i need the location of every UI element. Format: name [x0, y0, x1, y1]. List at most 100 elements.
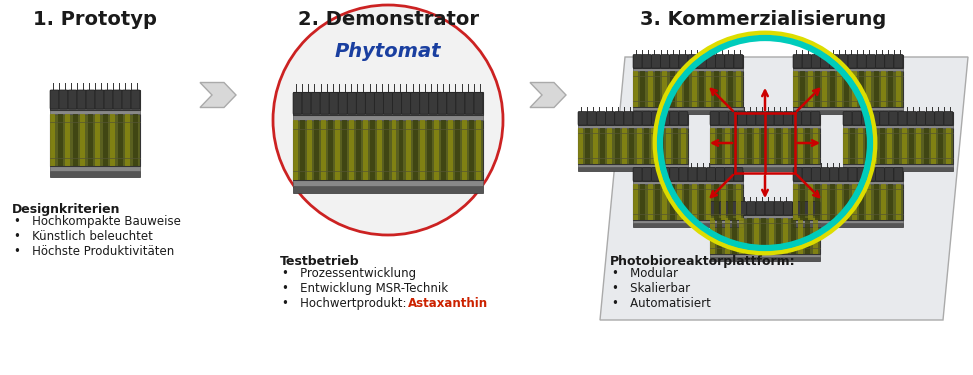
FancyBboxPatch shape — [710, 111, 719, 125]
Bar — [776, 218, 781, 254]
FancyBboxPatch shape — [688, 168, 697, 181]
FancyBboxPatch shape — [456, 93, 465, 114]
Bar — [710, 218, 715, 254]
FancyBboxPatch shape — [783, 201, 792, 215]
Bar — [413, 120, 417, 180]
FancyBboxPatch shape — [652, 168, 661, 181]
FancyBboxPatch shape — [465, 93, 474, 114]
FancyBboxPatch shape — [852, 111, 861, 125]
Bar — [448, 120, 452, 180]
FancyBboxPatch shape — [811, 54, 820, 68]
Bar — [50, 166, 140, 171]
Bar — [894, 128, 899, 164]
FancyBboxPatch shape — [679, 54, 688, 68]
Bar — [729, 71, 734, 106]
FancyBboxPatch shape — [843, 111, 852, 125]
Bar — [873, 128, 878, 164]
Bar — [880, 128, 884, 164]
Text: •   Hochwertprodukt:: • Hochwertprodukt: — [282, 297, 411, 310]
Bar — [808, 71, 812, 106]
FancyBboxPatch shape — [775, 111, 783, 125]
Bar — [717, 218, 723, 254]
Bar — [600, 128, 605, 164]
Bar — [630, 128, 634, 164]
Bar — [633, 71, 743, 106]
Circle shape — [273, 5, 503, 235]
FancyBboxPatch shape — [605, 111, 615, 125]
Bar — [938, 128, 944, 164]
Bar — [896, 71, 901, 106]
FancyBboxPatch shape — [861, 111, 871, 125]
Bar — [476, 120, 481, 180]
FancyBboxPatch shape — [366, 93, 375, 114]
Bar — [732, 218, 738, 254]
Bar — [399, 120, 404, 180]
Bar — [300, 120, 305, 180]
Bar — [776, 128, 781, 164]
Bar — [88, 114, 92, 166]
Bar — [293, 186, 483, 192]
Bar — [791, 128, 796, 164]
FancyBboxPatch shape — [679, 111, 688, 125]
Bar — [721, 184, 726, 219]
FancyBboxPatch shape — [86, 90, 95, 109]
Bar — [866, 184, 872, 219]
Text: 3. Kommerzialisierung: 3. Kommerzialisierung — [640, 10, 886, 29]
FancyBboxPatch shape — [715, 168, 725, 181]
Bar — [739, 128, 744, 164]
Bar — [710, 167, 820, 171]
Bar — [909, 128, 914, 164]
FancyBboxPatch shape — [719, 111, 728, 125]
Bar — [843, 126, 953, 128]
FancyBboxPatch shape — [935, 111, 944, 125]
Bar — [859, 71, 864, 106]
Bar — [469, 120, 474, 180]
FancyBboxPatch shape — [131, 90, 140, 109]
FancyBboxPatch shape — [783, 111, 792, 125]
Bar — [586, 128, 591, 164]
Bar — [793, 110, 903, 114]
Bar — [887, 128, 892, 164]
Bar — [710, 128, 820, 164]
FancyBboxPatch shape — [839, 168, 847, 181]
Bar — [125, 114, 130, 166]
FancyBboxPatch shape — [661, 54, 669, 68]
Bar — [725, 128, 730, 164]
Bar — [462, 120, 467, 180]
Bar — [371, 120, 376, 180]
FancyBboxPatch shape — [698, 54, 706, 68]
Bar — [837, 71, 843, 106]
Bar — [746, 128, 752, 164]
Bar — [845, 71, 849, 106]
Bar — [783, 128, 788, 164]
FancyBboxPatch shape — [50, 90, 59, 109]
Bar — [736, 71, 740, 106]
FancyBboxPatch shape — [848, 54, 857, 68]
Bar — [791, 218, 796, 254]
Bar — [615, 128, 620, 164]
Bar — [336, 120, 341, 180]
Text: •   Hochkompakte Bauweise: • Hochkompakte Bauweise — [14, 215, 181, 228]
Bar — [633, 219, 743, 223]
Bar — [710, 128, 715, 164]
FancyBboxPatch shape — [907, 111, 917, 125]
Bar — [578, 164, 688, 167]
FancyBboxPatch shape — [725, 168, 734, 181]
Bar — [769, 218, 774, 254]
Bar — [837, 184, 843, 219]
FancyBboxPatch shape — [811, 201, 820, 215]
Bar — [815, 71, 820, 106]
FancyBboxPatch shape — [830, 54, 839, 68]
FancyBboxPatch shape — [661, 168, 669, 181]
Bar — [293, 116, 483, 120]
Bar — [640, 184, 645, 219]
Bar — [648, 184, 653, 219]
FancyBboxPatch shape — [393, 93, 402, 114]
Bar — [356, 120, 361, 180]
Bar — [669, 184, 675, 219]
Bar — [73, 114, 78, 166]
Bar — [663, 71, 667, 106]
Bar — [710, 126, 820, 128]
FancyBboxPatch shape — [734, 54, 743, 68]
Bar — [866, 71, 872, 106]
